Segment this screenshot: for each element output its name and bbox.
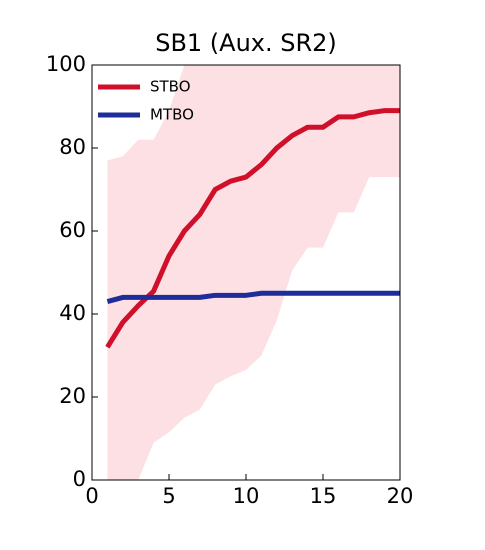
plot-frame xyxy=(91,64,401,481)
x-tick-label: 5 xyxy=(162,484,175,508)
series-line xyxy=(106,290,400,304)
chart-title: SB1 (Aux. SR2) xyxy=(155,29,337,57)
y-tick-label: 80 xyxy=(59,135,86,159)
series-line xyxy=(105,108,400,349)
legend-label: STBO xyxy=(150,78,191,96)
x-tick-label: 20 xyxy=(387,484,414,508)
legend-label: MTBO xyxy=(150,106,194,124)
y-tick-label: 0 xyxy=(73,467,86,491)
y-tick-label: 100 xyxy=(46,52,86,76)
x-tick-label: 15 xyxy=(310,484,337,508)
y-tick-label: 60 xyxy=(59,218,86,242)
x-tick-label: 10 xyxy=(233,484,260,508)
x-tick-label: 0 xyxy=(85,484,98,508)
y-tick-label: 40 xyxy=(59,301,86,325)
confidence-band xyxy=(107,65,401,480)
y-tick-label: 20 xyxy=(59,384,86,408)
